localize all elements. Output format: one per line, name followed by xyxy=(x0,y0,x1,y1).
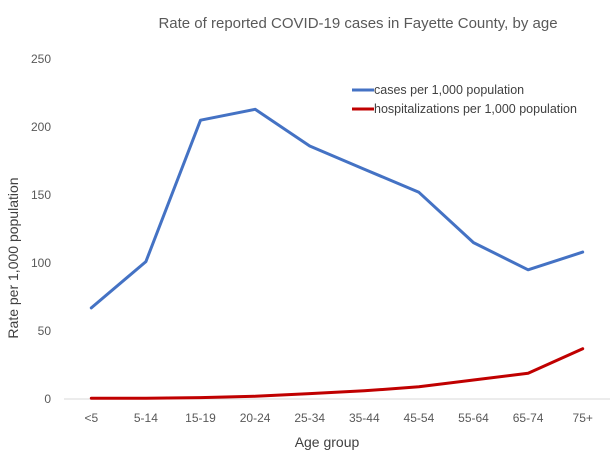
series-line-hospitalizations xyxy=(89,347,585,400)
x-tick-label: 65-74 xyxy=(513,411,544,425)
legend: cases per 1,000 population hospitalizatio… xyxy=(352,83,577,116)
x-tick-label: <5 xyxy=(84,411,98,425)
x-tick-label: 5-14 xyxy=(134,411,158,425)
y-tick-label: 0 xyxy=(44,392,51,406)
y-tick-label: 50 xyxy=(38,324,52,338)
data-point xyxy=(144,260,148,263)
data-point xyxy=(581,347,584,350)
data-point xyxy=(363,167,366,171)
legend-label: hospitalizations per 1,000 population xyxy=(374,102,577,116)
x-tick-label: 15-19 xyxy=(185,411,216,425)
data-point xyxy=(308,144,311,148)
y-tick-label: 100 xyxy=(31,256,51,270)
x-axis-ticks: <5 5-14 15-19 20-24 25-34 35-44 45-54 55-64 65-7… xyxy=(84,411,592,425)
series-lines xyxy=(89,107,585,400)
data-point xyxy=(199,396,202,399)
x-tick-label: 25-34 xyxy=(294,411,325,425)
chart-title: Rate of reported COVID-19 cases in Fayet… xyxy=(158,15,557,32)
y-axis-ticks: 0 50 100 150 200 250 xyxy=(31,52,51,406)
x-axis-title: Age group xyxy=(295,434,360,450)
data-point xyxy=(472,241,475,244)
data-point xyxy=(253,395,257,398)
x-tick-label: 45-54 xyxy=(404,411,435,425)
data-point xyxy=(472,378,475,382)
legend-label: cases per 1,000 population xyxy=(374,83,524,97)
y-tick-label: 150 xyxy=(31,188,51,202)
x-tick-label: 55-64 xyxy=(458,411,489,425)
data-point xyxy=(581,250,584,254)
data-point xyxy=(417,385,421,388)
y-axis-title: Rate per 1,000 population xyxy=(5,177,21,338)
x-tick-label: 35-44 xyxy=(349,411,380,425)
data-point xyxy=(253,108,257,111)
series-line-cases xyxy=(89,107,585,310)
data-point xyxy=(417,191,421,194)
data-point xyxy=(526,371,530,375)
x-tick-label: 20-24 xyxy=(240,411,271,425)
data-point xyxy=(90,397,93,400)
y-tick-label: 250 xyxy=(31,52,51,66)
x-tick-label: 75+ xyxy=(573,411,593,425)
data-point xyxy=(526,268,530,271)
data-point xyxy=(363,389,366,393)
data-point xyxy=(199,119,202,122)
data-point xyxy=(90,306,93,310)
data-point xyxy=(144,397,148,400)
data-point xyxy=(308,392,311,395)
y-tick-label: 200 xyxy=(31,120,51,134)
